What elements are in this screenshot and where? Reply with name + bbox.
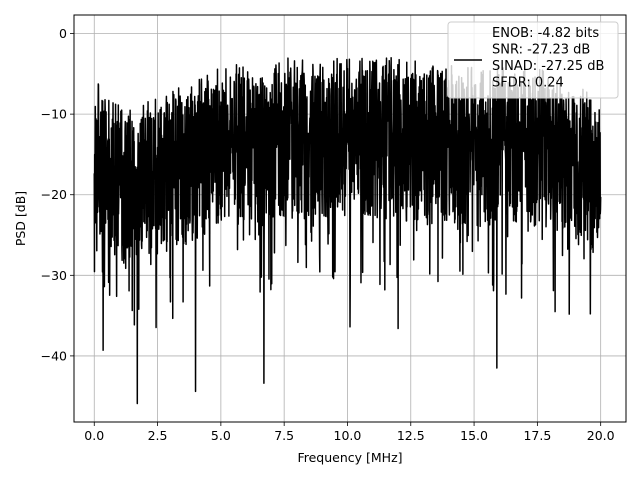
y-axis-label: PSD [dB] <box>13 191 28 246</box>
x-tick-label: 12.5 <box>397 428 425 443</box>
legend-sfdr: SFDR: 0.24 <box>492 76 564 91</box>
axes-frame <box>73 14 627 423</box>
legend-box <box>447 21 619 99</box>
legend: ENOB: -4.82 bits SNR: -27.23 dB SINAD: -… <box>447 21 619 99</box>
y-tick-label: 0 <box>59 26 67 41</box>
x-tick-label: 5.0 <box>211 428 231 443</box>
x-axis-label: Frequency [MHz] <box>297 450 402 465</box>
y-tick-label: −20 <box>41 187 67 202</box>
y-tick-label: −40 <box>41 348 67 363</box>
legend-enob: ENOB: -4.82 bits <box>492 26 599 41</box>
legend-sinad: SINAD: -27.25 dB <box>492 59 604 74</box>
x-axis-ticks: 0.0 2.5 5.0 7.5 10.0 12.5 15.0 17.5 20.0 <box>84 422 615 443</box>
x-tick-label: 20.0 <box>587 428 615 443</box>
y-tick-label: −30 <box>41 268 67 283</box>
x-tick-label: 10.0 <box>334 428 362 443</box>
y-axis-ticks: 0 −10 −20 −30 −40 <box>41 26 74 363</box>
x-tick-label: 7.5 <box>274 428 294 443</box>
x-tick-label: 15.0 <box>460 428 488 443</box>
legend-snr: SNR: -27.23 dB <box>492 43 590 58</box>
y-tick-label: −10 <box>41 107 67 122</box>
x-tick-label: 0.0 <box>84 428 104 443</box>
plot-area <box>93 57 602 405</box>
x-tick-label: 2.5 <box>148 428 168 443</box>
x-tick-label: 17.5 <box>523 428 551 443</box>
psd-series-line <box>93 57 602 405</box>
